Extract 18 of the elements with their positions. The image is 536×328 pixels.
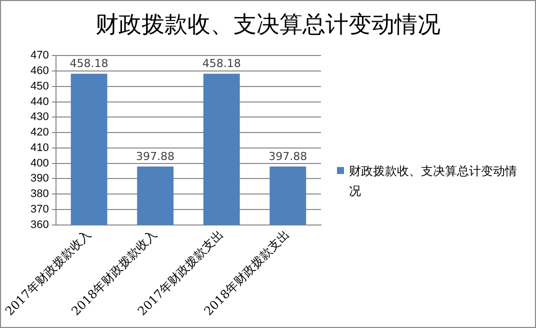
y-tick-label: 400 <box>30 157 49 170</box>
y-tick-label: 410 <box>30 142 49 154</box>
y-tick-label: 460 <box>30 65 49 78</box>
y-tick-label: 370 <box>30 203 49 216</box>
y-tick-label: 430 <box>30 111 49 124</box>
y-tick-label: 470 <box>30 50 49 62</box>
legend-label: 财政拨款收、支决算总计变动情况 <box>349 163 517 200</box>
y-tick-label: 360 <box>30 218 49 231</box>
chart-title: 财政拨款收、支决算总计变动情况 <box>94 11 442 40</box>
y-tick-label: 450 <box>30 80 49 92</box>
y-tick-label: 390 <box>30 172 49 185</box>
data-label: 397.88 <box>136 150 175 163</box>
y-tick-label: 380 <box>30 188 49 200</box>
data-label: 397.88 <box>268 150 308 163</box>
y-tick-label: 440 <box>30 96 49 108</box>
data-label: 458.18 <box>70 57 108 70</box>
y-tick-label: 420 <box>30 126 49 139</box>
data-label: 458.18 <box>202 57 241 70</box>
